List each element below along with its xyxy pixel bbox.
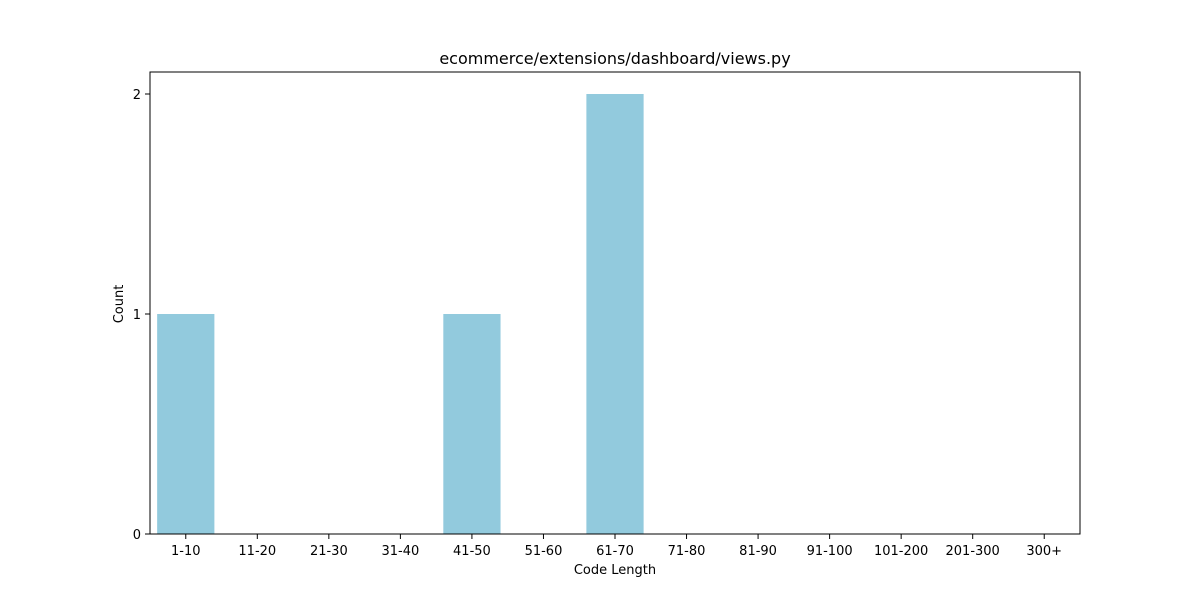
y-tick-label: 1 <box>133 308 141 323</box>
x-axis-label: Code Length <box>574 563 656 578</box>
x-tick-label: 300+ <box>1026 544 1062 559</box>
x-tick-label: 21-30 <box>310 544 348 559</box>
x-tick-label: 1-10 <box>171 544 201 559</box>
bars-layer <box>157 94 644 534</box>
bar-1-10 <box>157 314 215 534</box>
x-tick-label: 11-20 <box>238 544 276 559</box>
chart-title: ecommerce/extensions/dashboard/views.py <box>439 49 790 68</box>
y-axis: 0 1 2 <box>133 88 150 543</box>
x-tick-label: 91-100 <box>807 544 853 559</box>
x-tick-label: 101-200 <box>874 544 928 559</box>
y-tick-label: 0 <box>133 528 141 543</box>
y-axis-label: Count <box>112 285 127 324</box>
x-tick-label: 81-90 <box>739 544 777 559</box>
x-tick-label: 41-50 <box>453 544 491 559</box>
x-tick-label: 201-300 <box>946 544 1000 559</box>
bar-61-70 <box>586 94 644 534</box>
x-tick-label: 71-80 <box>668 544 706 559</box>
x-tick-label: 51-60 <box>525 544 563 559</box>
x-tick-label: 61-70 <box>596 544 634 559</box>
y-tick-label: 2 <box>133 88 141 103</box>
plot-frame <box>149 71 1081 535</box>
bar-41-50 <box>443 314 501 534</box>
x-tick-label: 31-40 <box>381 544 419 559</box>
x-axis: 1-10 11-20 21-30 31-40 41-50 51-60 61-70 71-80 8… <box>171 534 1062 559</box>
